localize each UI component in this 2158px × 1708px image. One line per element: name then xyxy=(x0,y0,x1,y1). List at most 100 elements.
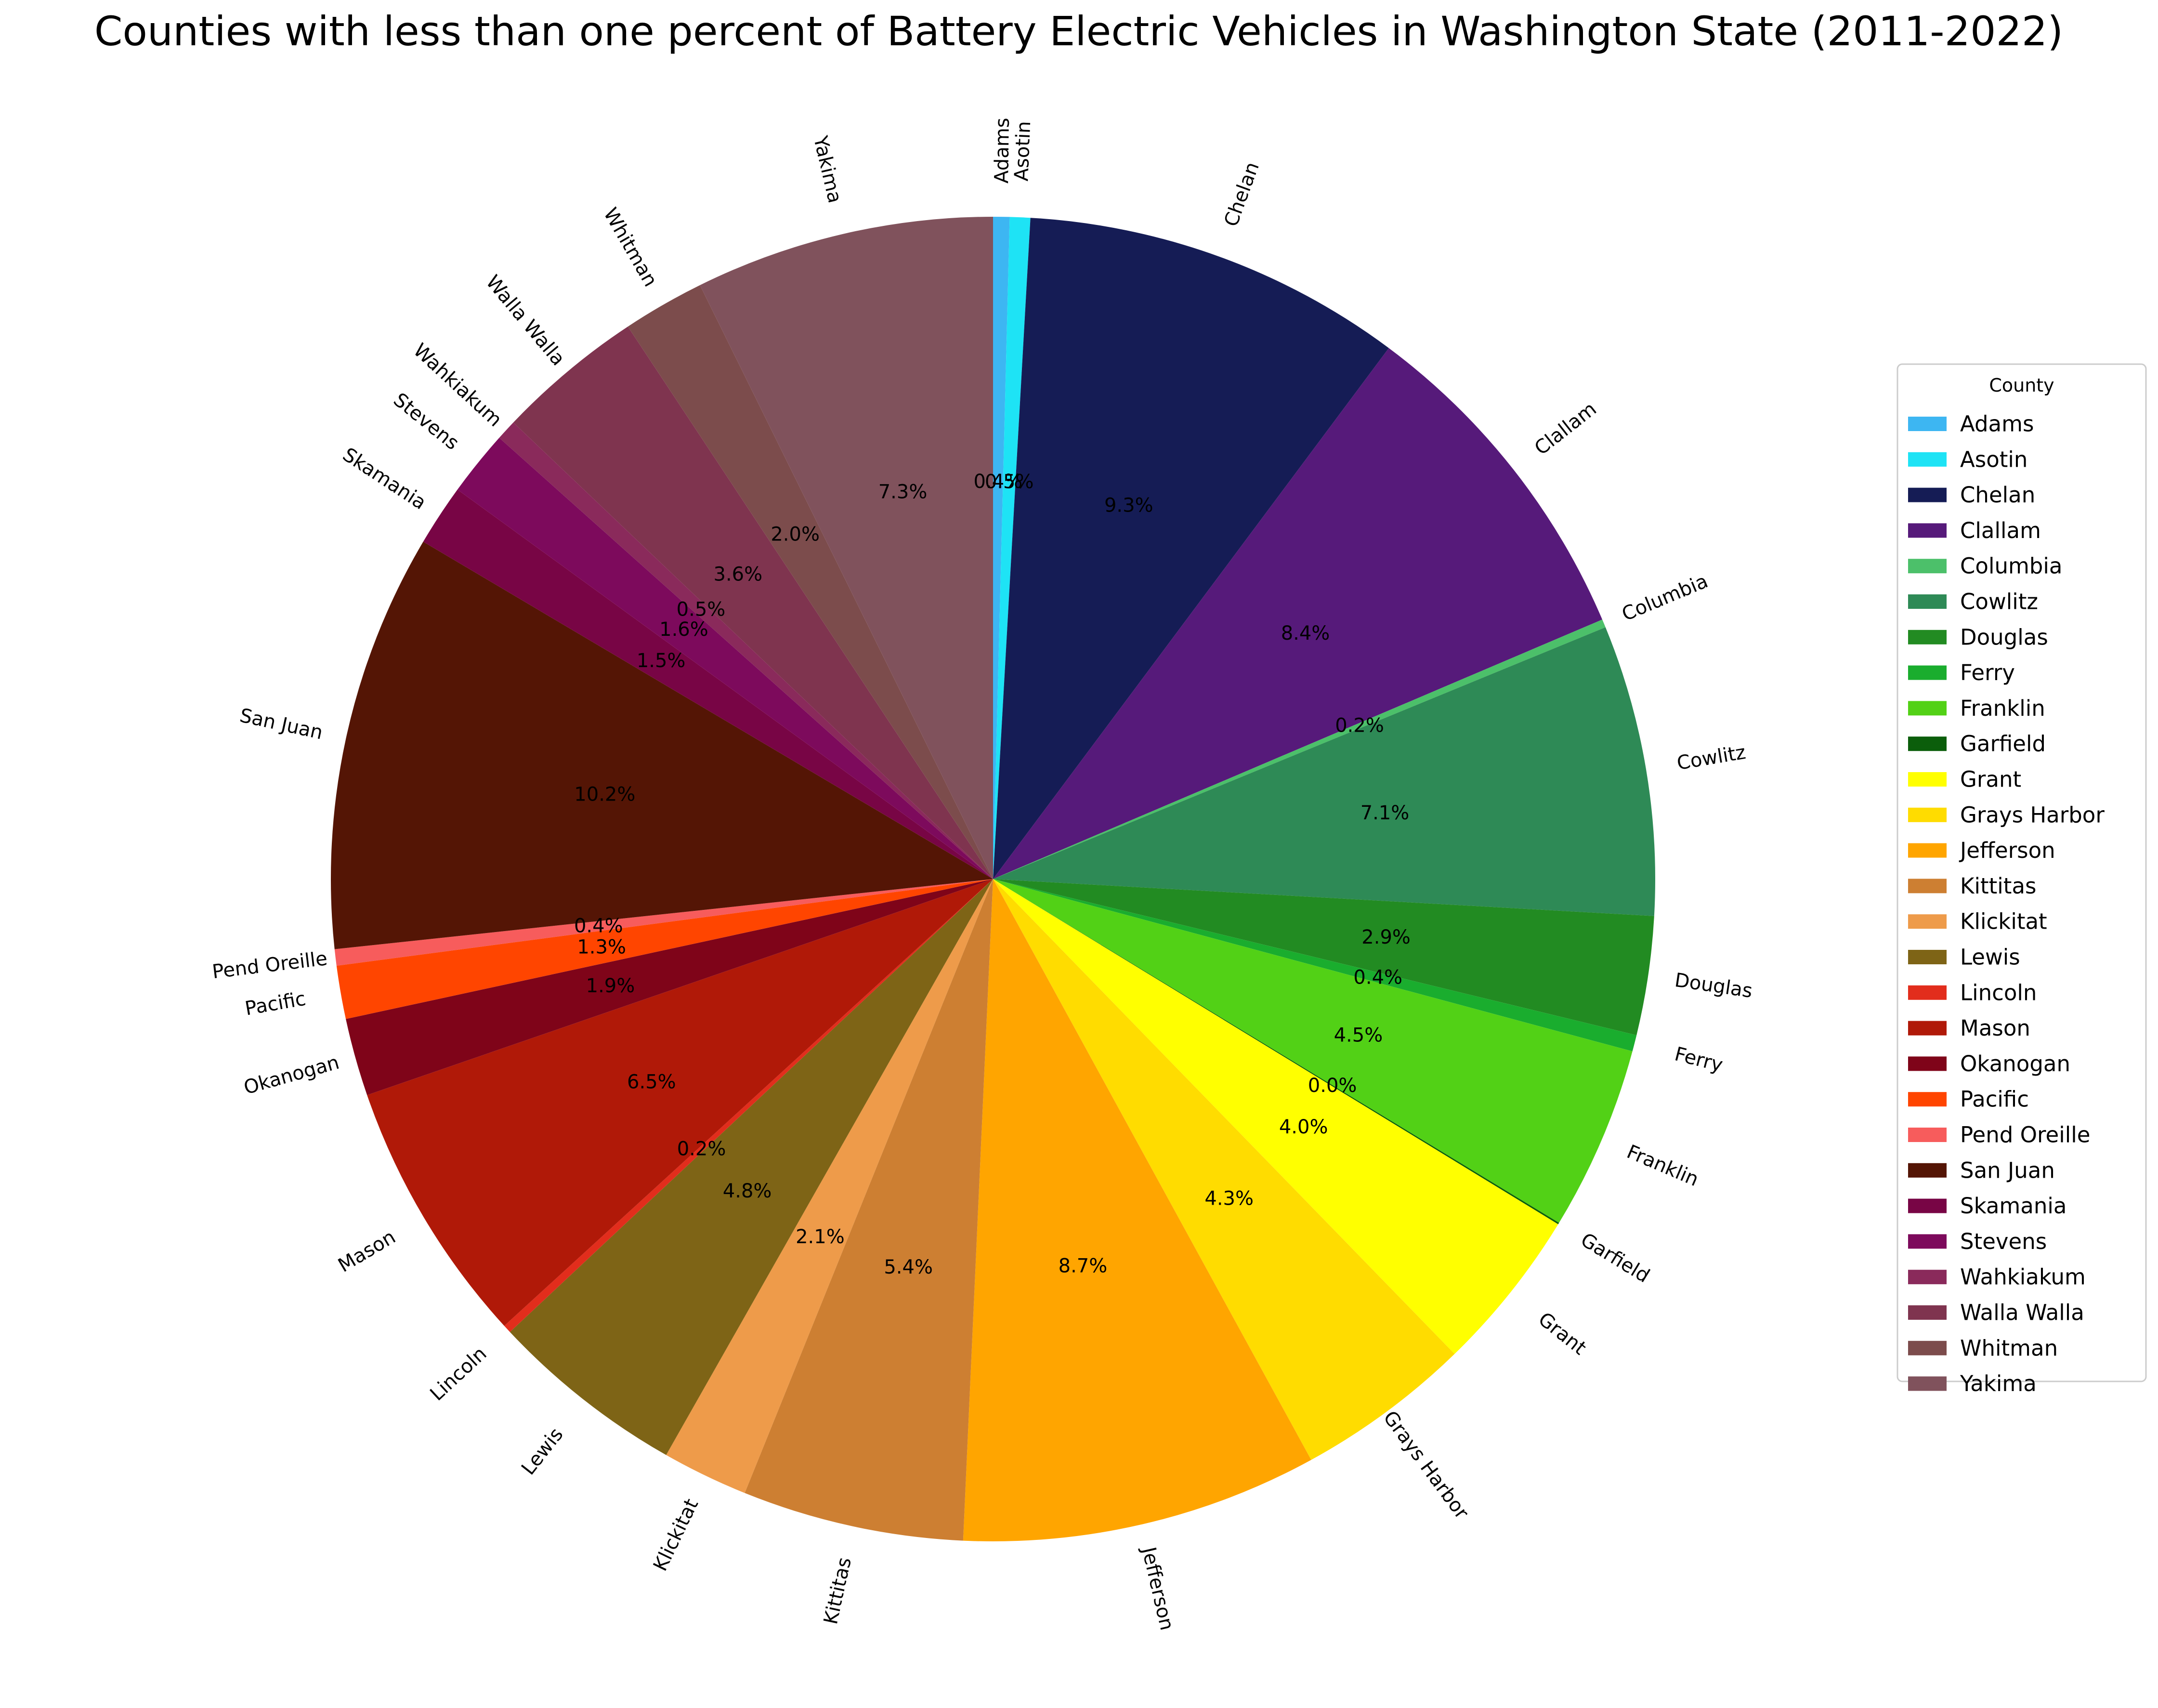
percent-label-lincoln: 0.2% xyxy=(677,1138,726,1160)
legend-label-clallam: Clallam xyxy=(1960,518,2041,543)
legend-swatch-clallam xyxy=(1908,523,1947,538)
pie-slices xyxy=(331,217,1655,1541)
pie-slice-chelan xyxy=(993,218,1389,880)
pie-slice-pacific xyxy=(336,879,994,1019)
legend-label-jefferson: Jefferson xyxy=(1959,838,2055,863)
legend-swatch-asotin xyxy=(1908,452,1947,467)
slice-label-pend-oreille: Pend Oreille xyxy=(211,947,328,983)
slice-label-lewis: Lewis xyxy=(517,1424,568,1480)
pie-slice-jefferson xyxy=(963,879,1311,1541)
legend-swatch-pend-oreille xyxy=(1908,1128,1947,1142)
slice-label-clallam: Clallam xyxy=(1530,398,1601,460)
percent-label-grant: 4.0% xyxy=(1279,1116,1328,1138)
pie-slice-grays-harbor xyxy=(993,879,1455,1460)
legend-swatch-yakima xyxy=(1908,1376,1947,1391)
legend-label-pend-oreille: Pend Oreille xyxy=(1960,1122,2090,1148)
pie-slice-columbia xyxy=(993,619,1606,879)
percent-label-pacific: 1.3% xyxy=(577,936,626,958)
legend-swatch-okanogan xyxy=(1908,1056,1947,1071)
slice-label-chelan: Chelan xyxy=(1220,159,1264,229)
slice-label-grant: Grant xyxy=(1534,1308,1590,1359)
pie-slice-adams xyxy=(993,217,1010,879)
percent-label-jefferson: 8.7% xyxy=(1059,1255,1108,1277)
legend-label-skamania: Skamania xyxy=(1960,1193,2066,1219)
pie-slice-skamania xyxy=(423,489,993,879)
legend-swatch-columbia xyxy=(1908,559,1947,574)
slice-label-jefferson: Jefferson xyxy=(1137,1544,1178,1632)
slice-label-cowlitz: Cowlitz xyxy=(1675,741,1748,775)
pie-slice-walla-walla xyxy=(513,326,993,879)
legend-swatch-klickitat xyxy=(1908,914,1947,929)
legend-swatch-mason xyxy=(1908,1021,1947,1036)
pie-slice-kittitas xyxy=(745,879,993,1541)
percent-label-clallam: 8.4% xyxy=(1281,622,1330,644)
pie-slice-lincoln xyxy=(504,879,993,1332)
legend-label-stevens: Stevens xyxy=(1960,1229,2047,1254)
legend-swatch-whitman xyxy=(1908,1340,1947,1355)
percent-labels: 0.4%0.5%9.3%8.4%0.2%7.1%2.9%0.4%4.5%0.0%… xyxy=(574,471,1411,1278)
legend-swatch-chelan xyxy=(1908,487,1947,502)
legend-label-franklin: Franklin xyxy=(1960,696,2045,721)
pie-slice-mason xyxy=(367,879,993,1326)
legend-label-columbia: Columbia xyxy=(1960,553,2062,579)
slice-label-walla-walla: Walla Walla xyxy=(482,271,569,370)
pie-slice-san-juan xyxy=(331,541,993,949)
slice-label-mason: Mason xyxy=(334,1226,399,1277)
percent-label-asotin: 0.5% xyxy=(985,471,1034,493)
percent-label-wahkiakum: 0.5% xyxy=(677,599,726,621)
percent-label-klickitat: 2.1% xyxy=(796,1226,845,1248)
slice-label-stevens: Stevens xyxy=(389,389,463,454)
legend-frame xyxy=(1896,363,2147,1382)
pie-slice-pend-oreille xyxy=(334,879,993,966)
slice-label-columbia: Columbia xyxy=(1619,570,1711,625)
slice-label-franklin: Franklin xyxy=(1623,1141,1702,1191)
pie-slice-stevens xyxy=(457,437,993,879)
legend-swatch-skamania xyxy=(1908,1198,1947,1213)
legend-items: Adams Asotin Chelan Clallam Columbia Cowlitz D… xyxy=(1908,411,2105,1396)
pie-slice-whitman xyxy=(628,285,993,879)
legend-label-wahkiakum: Wahkiakum xyxy=(1960,1264,2086,1290)
percent-label-cowlitz: 7.1% xyxy=(1360,802,1410,824)
legend-label-whitman: Whitman xyxy=(1960,1335,2058,1361)
percent-label-columbia: 0.2% xyxy=(1335,715,1384,737)
legend-label-pacific: Pacific xyxy=(1960,1087,2029,1112)
legend-swatch-cowlitz xyxy=(1908,594,1947,609)
percent-label-whitman: 2.0% xyxy=(771,524,820,546)
legend-label-asotin: Asotin xyxy=(1960,447,2027,472)
percent-label-yakima: 7.3% xyxy=(878,481,928,503)
legend-label-yakima: Yakima xyxy=(1960,1371,2037,1396)
slice-label-kittitas: Kittitas xyxy=(820,1555,856,1626)
pie-slice-yakima xyxy=(700,217,993,879)
legend-label-douglas: Douglas xyxy=(1960,624,2048,650)
legend-swatch-pacific xyxy=(1908,1092,1947,1107)
percent-label-san-juan: 10.2% xyxy=(574,784,635,806)
legend-swatch-grant xyxy=(1908,772,1947,787)
percent-label-franklin: 4.5% xyxy=(1334,1025,1383,1047)
pie-slice-franklin xyxy=(993,879,1633,1223)
legend-label-san-juan: San Juan xyxy=(1960,1157,2055,1183)
pie-slice-okanogan xyxy=(346,879,993,1095)
legend-swatch-wahkiakum xyxy=(1908,1270,1947,1285)
percent-label-okanogan: 1.9% xyxy=(586,975,635,997)
slice-label-klickitat: Klickitat xyxy=(649,1495,703,1575)
slice-label-yakima: Yakima xyxy=(809,133,846,205)
legend-swatch-ferry xyxy=(1908,665,1947,680)
percent-label-stevens: 1.6% xyxy=(659,618,708,641)
chart-title: Counties with less than one percent of B… xyxy=(94,8,2063,55)
percent-label-ferry: 0.4% xyxy=(1353,967,1402,989)
legend-swatch-jefferson xyxy=(1908,843,1947,858)
percent-label-kittitas: 5.4% xyxy=(884,1256,933,1278)
legend-label-lincoln: Lincoln xyxy=(1960,980,2037,1005)
legend: County Adams Asotin Chelan Clallam Columbia C… xyxy=(1896,363,2147,1396)
slice-label-ferry: Ferry xyxy=(1672,1043,1725,1077)
pie-slice-clallam xyxy=(993,348,1603,879)
legend-swatch-adams xyxy=(1908,417,1947,431)
legend-label-grant: Grant xyxy=(1960,767,2021,792)
pie-slice-klickitat xyxy=(666,879,993,1493)
legend-label-walla-walla: Walla Walla xyxy=(1960,1300,2084,1326)
legend-label-grays-harbor: Grays Harbor xyxy=(1960,802,2105,828)
legend-swatch-kittitas xyxy=(1908,879,1947,893)
pie-slice-grant xyxy=(993,879,1558,1354)
legend-swatch-walla-walla xyxy=(1908,1305,1947,1320)
